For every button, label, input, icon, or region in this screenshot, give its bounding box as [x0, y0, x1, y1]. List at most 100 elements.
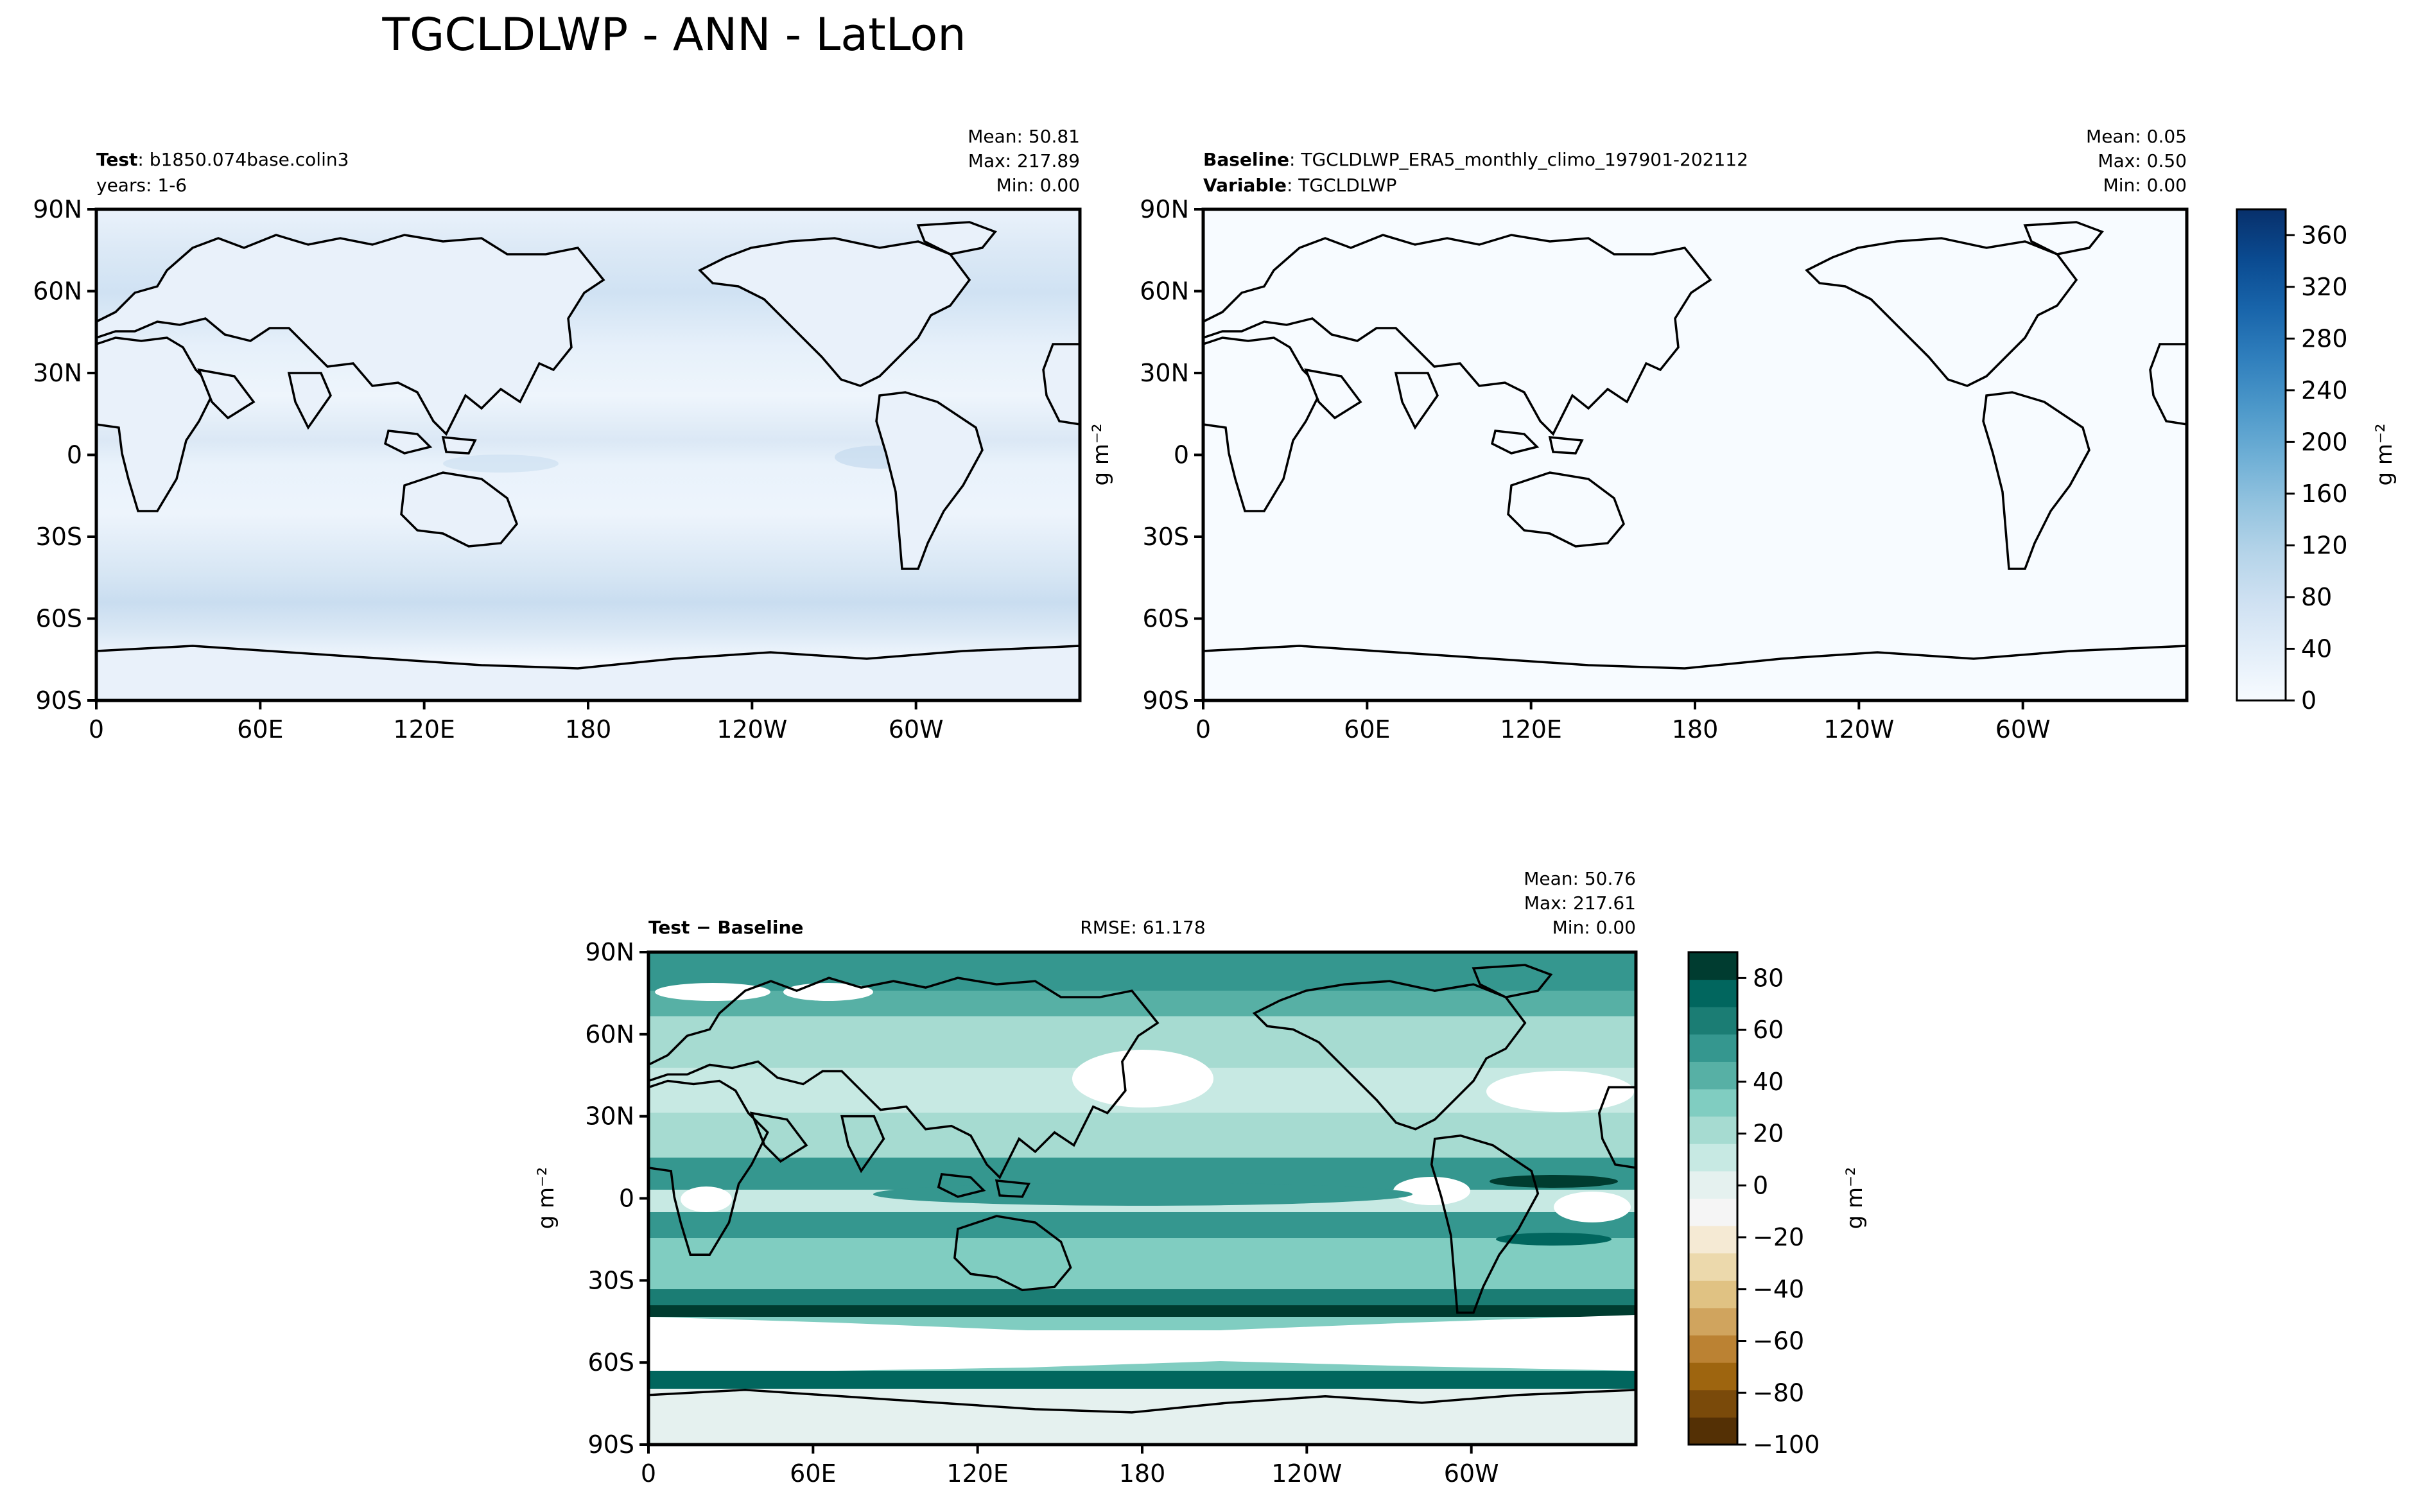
diff-stat-min: Min: 0.00: [1552, 917, 1636, 938]
colorbar-top-tick-label: 360: [2301, 221, 2348, 249]
diff-stat-mean: Mean: 50.76: [1524, 868, 1636, 889]
colorbar-top-tick-label: 280: [2301, 324, 2348, 352]
baseline-panel: Baseline: TGCLDLWP_ERA5_monthly_climo_19…: [1088, 126, 2189, 702]
diff-lat-label: 60S: [588, 1348, 634, 1377]
figure-title: TGCLDLWP - ANN - LatLon: [381, 8, 966, 61]
diff-lon-label: 60W: [1444, 1459, 1499, 1488]
colorbar-bottom-swatch: [1689, 1198, 1737, 1226]
colorbar-bottom-swatch: [1689, 1335, 1737, 1363]
colorbar-top-tick-label: 120: [2301, 531, 2348, 559]
colorbar-bottom-tick-label: −40: [1753, 1275, 1804, 1303]
colorbar-bottom-swatch: [1689, 1034, 1737, 1062]
colorbar-bottom-tick-label: 60: [1753, 1016, 1784, 1044]
diff-panel: Test − Baseline RMSE: 61.178 Mean: 50.76…: [534, 868, 1638, 1447]
baseline-label: Baseline: TGCLDLWP_ERA5_monthly_climo_19…: [1203, 149, 1748, 170]
test-years: years: 1-6: [96, 175, 187, 196]
colorbar-top-tick-label: 160: [2301, 480, 2348, 508]
colorbar-top-tick-label: 200: [2301, 428, 2348, 456]
diff-lon-label: 120W: [1271, 1459, 1342, 1488]
colorbar-bottom-swatch: [1689, 1389, 1737, 1418]
baseline-lon-label: 0: [1195, 715, 1211, 743]
diff-stat-max: Max: 217.61: [1524, 892, 1636, 914]
colorbar-bottom-swatch: [1689, 1089, 1737, 1117]
test-lat-label: 60S: [36, 605, 82, 633]
test-lat-label: 60N: [33, 277, 82, 306]
colorbar-bottom-swatch: [1689, 1307, 1737, 1336]
colorbar-bottom-tick-label: 20: [1753, 1120, 1784, 1148]
diff-lon-label: 0: [641, 1459, 656, 1488]
baseline-lat-label: 60N: [1140, 277, 1189, 306]
colorbar-bottom-tick-label: −80: [1753, 1378, 1804, 1407]
baseline-stat-mean: Mean: 0.05: [2086, 126, 2187, 147]
colorbar-bottom-tick-label: 80: [1753, 964, 1784, 992]
test-lon-label: 60W: [889, 715, 944, 743]
colorbar-bottom-swatch: [1689, 1253, 1737, 1281]
colorbar-bottom-swatch: [1689, 1116, 1737, 1144]
test-lat-label: 30S: [36, 523, 82, 551]
colorbar-bottom-swatch: [1689, 979, 1737, 1007]
test-stat-mean: Mean: 50.81: [968, 126, 1080, 147]
diff-map-field: [648, 952, 1636, 1445]
colorbar-bottom-swatch: [1689, 1362, 1737, 1391]
colorbar-bottom-swatch: [1689, 1170, 1737, 1199]
colorbar-top-tick-label: 240: [2301, 376, 2348, 404]
diff-lat-label: 90S: [588, 1430, 634, 1459]
diff-lon-label: 120E: [946, 1459, 1009, 1488]
baseline-lat-label: 30N: [1140, 359, 1189, 387]
test-lat-label: 90S: [36, 686, 82, 715]
colorbar-top-gradient: [2236, 208, 2287, 702]
diff-rmse: RMSE: 61.178: [1080, 917, 1205, 938]
colorbar-bottom-swatch: [1689, 1143, 1737, 1172]
colorbar-bottom-tick-label: 40: [1753, 1068, 1784, 1096]
colorbar-top-label: g m⁻²: [2372, 423, 2397, 485]
colorbar-top: 360 320 280 240 200 160 120 80 40 0 g m⁻²: [2236, 208, 2397, 715]
baseline-lon-label: 120W: [1823, 715, 1894, 743]
colorbar-bottom-swatch: [1689, 1417, 1737, 1445]
diff-label: Test − Baseline: [648, 917, 803, 938]
test-lat-label: 0: [67, 441, 82, 469]
colorbar-bottom-frame: [1687, 951, 1739, 1446]
colorbar-bottom-swatch: [1689, 952, 1737, 980]
diff-lon-label: 60E: [790, 1459, 836, 1488]
colorbar-top-tick-label: 0: [2301, 686, 2316, 715]
diff-lat-label: 90N: [585, 938, 634, 966]
test-stat-max: Max: 217.89: [968, 150, 1080, 171]
colorbar-bottom-tick-label: 0: [1753, 1171, 1768, 1199]
baseline-variable: Variable: TGCLDLWP: [1203, 175, 1396, 196]
baseline-lon-label: 120E: [1500, 715, 1562, 743]
test-stat-min: Min: 0.00: [996, 175, 1080, 196]
test-lon-label: 120E: [393, 715, 455, 743]
colorbar-bottom-tick-label: −100: [1753, 1430, 1820, 1459]
baseline-lon-label: 60W: [1995, 715, 2051, 743]
diff-lon-label: 180: [1119, 1459, 1166, 1488]
baseline-lat-label: 30S: [1143, 523, 1189, 551]
diff-ylabel: g m⁻²: [534, 1167, 559, 1229]
test-lon-label: 180: [565, 715, 612, 743]
test-panel: Test: b1850.074base.colin3 years: 1-6 Me…: [94, 126, 1082, 702]
test-lon-label: 0: [89, 715, 104, 743]
test-lat-label: 90N: [33, 195, 82, 223]
colorbar-bottom-swatch: [1689, 1226, 1737, 1254]
baseline-lat-label: 0: [1174, 441, 1189, 469]
colorbar-bottom-tick-label: −60: [1753, 1327, 1804, 1355]
test-lon-label: 120W: [717, 715, 787, 743]
baseline-lat-label: 90S: [1143, 686, 1189, 715]
baseline-lat-label: 60S: [1143, 605, 1189, 633]
colorbar-bottom-tick-label: −20: [1753, 1223, 1804, 1251]
baseline-lon-label: 180: [1672, 715, 1719, 743]
baseline-lon-label: 60E: [1344, 715, 1390, 743]
diff-lat-label: 60N: [585, 1020, 634, 1048]
test-lat-label: 30N: [33, 359, 82, 387]
diff-lat-label: 0: [619, 1185, 634, 1213]
baseline-lat-label: 90N: [1140, 195, 1189, 223]
colorbar-bottom-swatch: [1689, 1061, 1737, 1090]
colorbar-bottom: 80 60 40 20 0 −20 −40 −60 −80 −100 g m⁻²: [1687, 951, 1868, 1459]
baseline-stat-max: Max: 0.50: [2098, 150, 2187, 171]
colorbar-top-tick-label: 80: [2301, 583, 2332, 611]
diff-lat-label: 30N: [585, 1102, 634, 1131]
colorbar-bottom-swatch: [1689, 1007, 1737, 1035]
diff-lat-label: 30S: [588, 1266, 634, 1294]
test-lon-label: 60E: [237, 715, 283, 743]
colorbar-bottom-label: g m⁻²: [1842, 1167, 1868, 1229]
